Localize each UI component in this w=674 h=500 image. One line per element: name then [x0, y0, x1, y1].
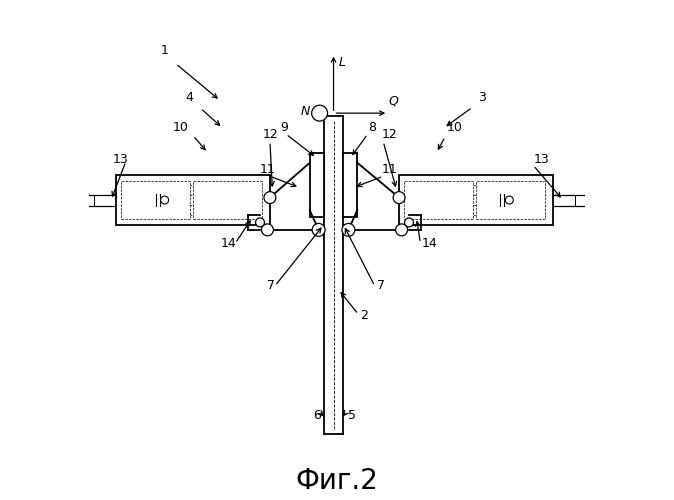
Text: 14: 14	[421, 238, 437, 250]
Text: 10: 10	[173, 120, 189, 134]
Bar	[121, 181, 190, 219]
Text: 12: 12	[262, 128, 278, 141]
Text: 9: 9	[280, 120, 288, 134]
Circle shape	[506, 196, 514, 204]
Bar	[404, 181, 473, 219]
Text: 4: 4	[185, 90, 193, 104]
Circle shape	[160, 196, 168, 204]
Text: Фиг.2: Фиг.2	[296, 466, 378, 494]
Circle shape	[264, 192, 276, 203]
Circle shape	[404, 218, 413, 227]
Circle shape	[342, 224, 355, 236]
Text: 7: 7	[377, 280, 385, 292]
Circle shape	[393, 192, 405, 203]
Text: 14: 14	[220, 238, 236, 250]
Circle shape	[311, 105, 328, 121]
Text: 2: 2	[361, 310, 368, 322]
Text: 11: 11	[381, 162, 398, 175]
Text: N: N	[301, 105, 309, 118]
Circle shape	[255, 218, 264, 227]
Text: 3: 3	[479, 90, 487, 104]
Bar	[116, 175, 270, 225]
Circle shape	[262, 224, 274, 236]
Text: 7: 7	[268, 280, 276, 292]
Bar	[399, 175, 553, 225]
Text: 8: 8	[368, 120, 376, 134]
Text: 6: 6	[313, 408, 321, 422]
Text: Q: Q	[388, 94, 398, 107]
Circle shape	[312, 224, 325, 236]
Text: 11: 11	[260, 162, 276, 175]
Text: 13: 13	[533, 153, 549, 166]
Bar	[344, 153, 357, 218]
Circle shape	[396, 224, 408, 236]
Text: 13: 13	[113, 153, 128, 166]
Text: 10: 10	[446, 120, 462, 134]
Text: 5: 5	[348, 408, 357, 422]
Bar	[309, 153, 324, 218]
Text: L: L	[338, 56, 346, 69]
Bar	[476, 181, 545, 219]
Text: 1: 1	[160, 44, 168, 57]
Bar	[193, 181, 262, 219]
Text: 12: 12	[381, 128, 398, 141]
